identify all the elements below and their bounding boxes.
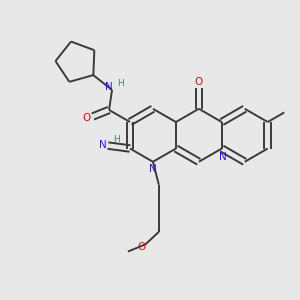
Text: O: O [82,113,91,123]
Text: O: O [137,242,145,252]
Text: H: H [118,79,124,88]
Text: N: N [99,140,106,150]
Text: N: N [219,152,227,162]
Text: H: H [113,135,119,144]
Text: N: N [149,164,157,174]
Text: N: N [105,82,112,92]
Text: O: O [195,77,203,87]
